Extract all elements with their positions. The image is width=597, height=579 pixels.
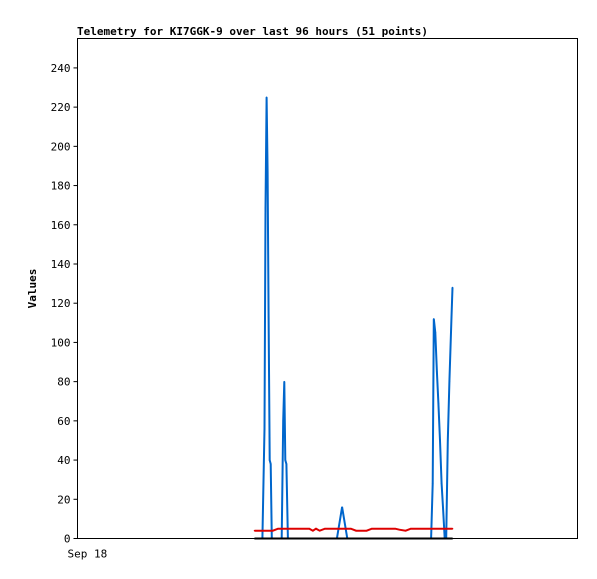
data-point — [365, 529, 368, 532]
y-tick-label: 0 — [64, 533, 71, 546]
series-group — [253, 96, 454, 540]
y-tick-label: 80 — [57, 376, 70, 389]
data-point — [398, 528, 401, 531]
data-point — [264, 208, 267, 210]
data-point — [272, 529, 274, 532]
data-point — [318, 529, 321, 532]
y-tick-label: 180 — [51, 180, 71, 193]
data-point — [434, 331, 437, 334]
data-point — [370, 527, 373, 530]
data-point — [285, 463, 288, 465]
y-tick-label: 60 — [57, 415, 70, 428]
y-tick-label: 220 — [51, 101, 71, 114]
chart-title: Telemetry for KI7GGK-9 over last 96 hour… — [77, 25, 428, 38]
y-axis: 0 20 40 60 80 100 120 140 160 180 200 220 240 — [51, 62, 78, 546]
data-point — [437, 402, 440, 405]
data-point — [410, 527, 412, 530]
data-point — [253, 529, 256, 532]
y-tick-label: 100 — [51, 336, 71, 349]
data-point — [450, 316, 453, 318]
data-point — [341, 506, 343, 508]
data-point — [277, 527, 279, 530]
data-point — [355, 529, 357, 532]
data-point — [268, 459, 271, 461]
data-point — [439, 439, 441, 442]
series-line-1 — [254, 527, 453, 532]
y-tick-label: 20 — [57, 493, 70, 506]
data-point — [283, 380, 286, 383]
data-point — [315, 527, 317, 530]
y-tick-label: 160 — [51, 219, 71, 232]
data-point — [269, 463, 272, 465]
y-tick-label: 240 — [51, 62, 71, 75]
data-point — [308, 527, 311, 530]
data-point — [284, 459, 287, 461]
y-axis-label: Values — [26, 269, 39, 309]
data-point — [436, 371, 438, 373]
data-point — [451, 527, 454, 530]
y-tick-label: 140 — [51, 258, 71, 271]
y-tick-label: 40 — [57, 454, 70, 467]
data-point — [440, 482, 443, 485]
series-line-0 — [261, 97, 454, 540]
x-axis: Sep 18 — [68, 548, 108, 561]
data-point — [448, 380, 451, 383]
plot-area-frame — [77, 38, 578, 539]
data-point — [267, 316, 270, 318]
data-point — [350, 527, 352, 530]
data-point — [431, 482, 434, 485]
data-point — [266, 171, 269, 173]
data-point — [324, 527, 326, 530]
data-point — [312, 529, 314, 532]
data-point — [282, 420, 285, 422]
data-point — [253, 537, 256, 540]
y-tick-label: 200 — [51, 140, 71, 153]
data-point — [404, 529, 407, 532]
data-point — [447, 439, 449, 442]
data-point — [451, 537, 454, 540]
data-point — [451, 286, 454, 289]
y-tick-label: 120 — [51, 297, 71, 310]
x-tick-label: Sep 18 — [68, 548, 108, 561]
data-point — [263, 427, 266, 430]
data-point — [265, 96, 268, 99]
data-point — [432, 318, 435, 320]
data-point — [394, 527, 397, 530]
data-point — [442, 508, 444, 510]
